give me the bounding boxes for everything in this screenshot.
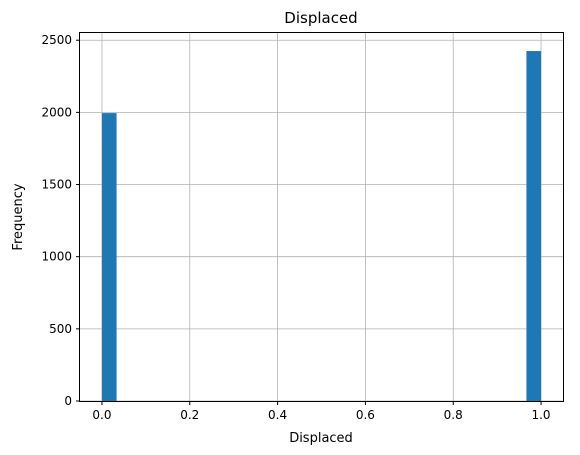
y-tick-label: 0 [64,394,72,408]
y-tick-label: 2500 [41,33,72,47]
chart-title: Displaced [284,9,357,27]
x-tick-label: 0.2 [180,408,199,422]
bars [102,51,541,401]
y-axis-label: Frequency [11,183,26,250]
x-tick-label: 1.0 [531,408,550,422]
x-tick-label: 0.4 [268,408,287,422]
plot-frame [80,33,564,402]
x-tick-label: 0.6 [356,408,375,422]
x-tick-label: 0.0 [92,408,111,422]
y-tick-label: 1500 [41,178,72,192]
histogram-bar [102,113,117,401]
x-axis-ticks: 0.0 0.2 0.4 0.6 0.8 1.0 [92,401,550,422]
grid-lines [80,33,563,401]
y-tick-label: 1000 [41,250,72,264]
y-tick-label: 500 [49,322,72,336]
y-axis-ticks: 0 500 1000 1500 2000 2500 [41,33,80,408]
histogram-bar [526,51,541,401]
y-tick-label: 2000 [41,105,72,119]
x-tick-label: 0.8 [444,408,463,422]
x-axis-label: Displaced [289,431,353,446]
